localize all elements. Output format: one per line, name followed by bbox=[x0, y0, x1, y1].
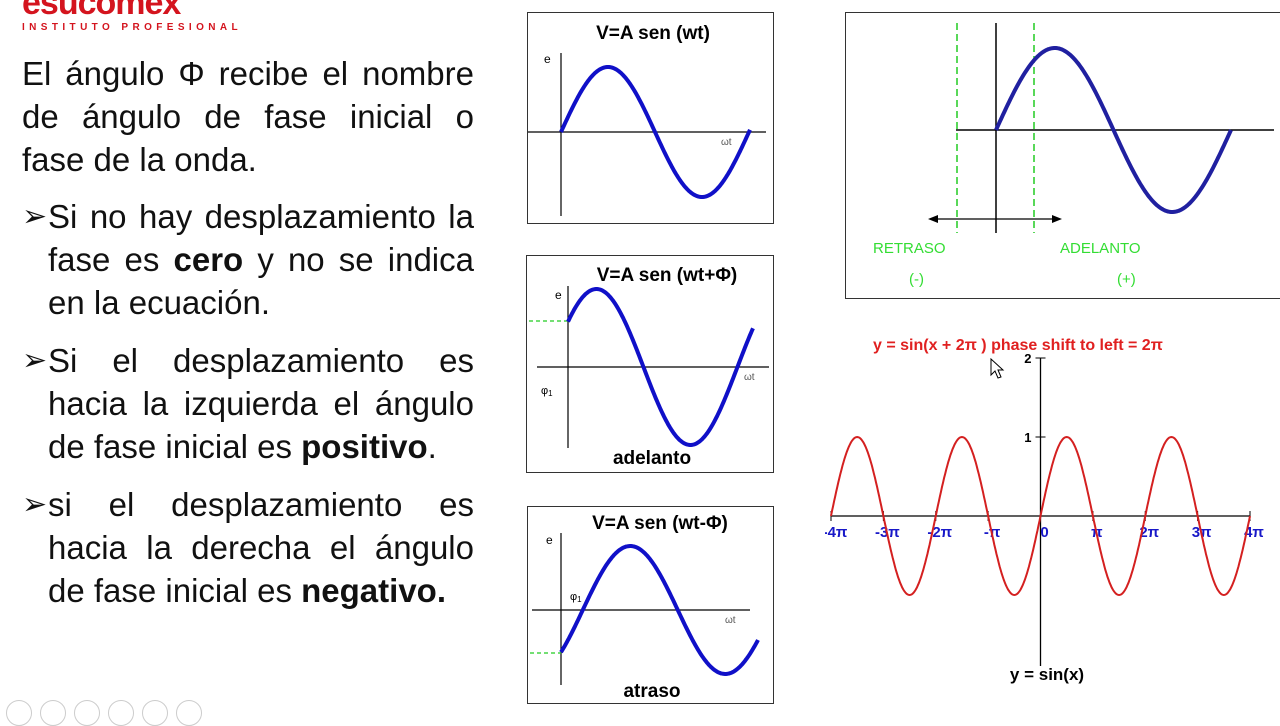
sine-chart: y = sin(x + 2π ) phase shift to left = 2… bbox=[825, 337, 1264, 684]
bullet-item: ➢ si el desplazamiento es hacia la derec… bbox=[22, 483, 474, 612]
y-tick-label: 1 bbox=[1024, 430, 1031, 445]
chart-y-ticks: 12 bbox=[1024, 351, 1046, 445]
phi-label: φ1 bbox=[570, 591, 582, 604]
x-tick-label: 4π bbox=[1244, 524, 1264, 541]
adelanto-sign: (+) bbox=[1117, 271, 1136, 288]
axis-e-label: e bbox=[555, 288, 562, 302]
axis-wt-label: ωt bbox=[725, 615, 736, 626]
grid-icon[interactable] bbox=[108, 700, 134, 726]
panel-phase-shift: RETRASO (-) ADELANTO (+) bbox=[845, 12, 1280, 299]
mouse-cursor-icon bbox=[990, 358, 1005, 379]
bullet-text-pre: Si el desplazamiento es hacia la izquier… bbox=[48, 342, 474, 465]
prev-slide-icon[interactable] bbox=[6, 700, 32, 726]
panel-title: V=A sen (wt+Φ) bbox=[597, 265, 738, 286]
slideshow-toolbar[interactable] bbox=[6, 700, 202, 726]
x-tick-label: -4π bbox=[825, 524, 848, 541]
x-tick-label: 0 bbox=[1040, 524, 1048, 541]
arrow-bullet-icon: ➢ bbox=[22, 343, 48, 378]
sine-curve bbox=[559, 544, 760, 676]
panel-sin-wt-svg: V=A sen (wt) e ωt bbox=[528, 23, 766, 216]
bullet-text-bold: negativo. bbox=[301, 572, 446, 609]
bullet-text: Si no hay desplazamiento la fase es cero… bbox=[48, 195, 474, 324]
chart-xlabel: y = sin(x) bbox=[1010, 665, 1084, 684]
sine-curve bbox=[559, 65, 752, 199]
panel-title: V=A sen (wt-Φ) bbox=[592, 513, 728, 534]
panel-sin-wt-plus-phi-svg: V=A sen (wt+Φ) e φ1 ωt adelanto bbox=[529, 265, 769, 469]
chart-series-line bbox=[830, 435, 1251, 597]
next-slide-icon[interactable] bbox=[40, 700, 66, 726]
axis-wt-label: ωt bbox=[721, 137, 732, 148]
bullet-text: si el desplazamiento es hacia la derecha… bbox=[48, 483, 474, 612]
axis-wt-label: ωt bbox=[744, 372, 755, 383]
x-tick-label: 2π bbox=[1139, 524, 1159, 541]
arrow-bullet-icon: ➢ bbox=[22, 487, 48, 522]
panel-sin-wt-plus-phi: V=A sen (wt+Φ) e φ1 ωt adelanto bbox=[526, 255, 774, 473]
y-tick-label: 2 bbox=[1024, 351, 1031, 366]
panel-caption: atraso bbox=[623, 681, 680, 702]
more-icon[interactable] bbox=[176, 700, 202, 726]
retraso-sign: (-) bbox=[909, 271, 924, 288]
sine-curve bbox=[566, 287, 755, 447]
bullet-item: ➢ Si no hay desplazamiento la fase es ce… bbox=[22, 195, 474, 324]
logo: esucomex INSTITUTO PROFESIONAL bbox=[22, 0, 242, 33]
panel-title: V=A sen (wt) bbox=[596, 23, 710, 44]
bullet-item: ➢ Si el desplazamiento es hacia la izqui… bbox=[22, 339, 474, 468]
arrow-right-icon bbox=[1052, 215, 1062, 223]
panel-caption: adelanto bbox=[613, 448, 691, 469]
arrow-left-icon bbox=[928, 215, 938, 223]
panel-sin-wt: V=A sen (wt) e ωt bbox=[527, 12, 774, 224]
bullet-text-pre: si el desplazamiento es hacia la derecha… bbox=[48, 486, 474, 609]
axis-e-label: e bbox=[546, 533, 553, 547]
phi-label: φ1 bbox=[541, 385, 553, 398]
panel-sin-wt-minus-phi-svg: V=A sen (wt-Φ) e φ1 ωt atraso bbox=[530, 513, 760, 702]
text-column: El ángulo Φ recibe el nombre de ángulo d… bbox=[22, 52, 474, 627]
axis-e-label: e bbox=[544, 52, 551, 66]
logo-subtitle: INSTITUTO PROFESIONAL bbox=[22, 22, 242, 33]
bullet-text-pre: Si no hay desplazamiento la fase es bbox=[48, 198, 474, 278]
retraso-label: RETRASO bbox=[873, 240, 946, 257]
intro-paragraph: El ángulo Φ recibe el nombre de ángulo d… bbox=[22, 55, 474, 178]
adelanto-label: ADELANTO bbox=[1060, 240, 1141, 257]
panel-phase-shift-svg: RETRASO (-) ADELANTO (+) bbox=[873, 23, 1274, 288]
chart-title: y = sin(x + 2π ) phase shift to left = 2… bbox=[873, 337, 1163, 354]
zoom-icon[interactable] bbox=[142, 700, 168, 726]
pen-icon[interactable] bbox=[74, 700, 100, 726]
sine-curve bbox=[994, 46, 1233, 214]
bullet-text-post: y no se indica en la ecuación. bbox=[48, 241, 474, 321]
bullet-text-bold: positivo bbox=[301, 428, 428, 465]
bullet-text: Si el desplazamiento es hacia la izquier… bbox=[48, 339, 474, 468]
arrow-bullet-icon: ➢ bbox=[22, 199, 48, 234]
panel-sin-wt-minus-phi: V=A sen (wt-Φ) e φ1 ωt atraso bbox=[527, 506, 774, 704]
logo-name: esucomex bbox=[22, 0, 181, 22]
bullet-text-bold: cero bbox=[173, 241, 244, 278]
bullet-text-post: . bbox=[427, 428, 437, 465]
